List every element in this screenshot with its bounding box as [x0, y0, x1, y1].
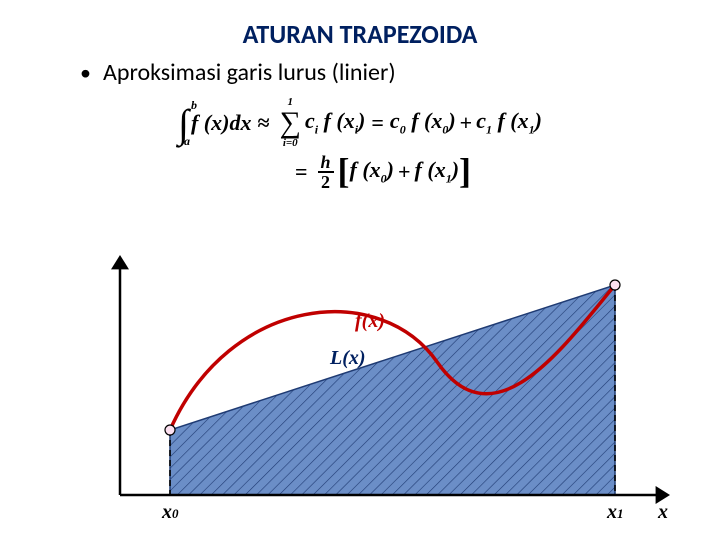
- integrand: f (x)dx: [191, 110, 251, 136]
- lx-label: L(x): [330, 347, 366, 370]
- bullet-item: • Aproksimasi garis lurus (linier): [0, 58, 720, 87]
- term-fx1: f (x1): [415, 157, 459, 186]
- term-c0: c0 f (x0): [390, 108, 456, 137]
- formula-line-2: = h 2 [ f (x0) + f (x1) ]: [289, 153, 471, 191]
- plus-sym: +: [460, 110, 473, 136]
- page-title: ATURAN TRAPEZOIDA: [0, 0, 720, 58]
- eq-sym-1: =: [371, 110, 384, 136]
- sum-lower: i=0: [283, 138, 298, 149]
- sum-symbol: 1 ∑ i=0: [280, 97, 301, 149]
- plus-sym-2: +: [398, 159, 411, 185]
- x1-label: x1: [607, 501, 624, 524]
- sum-term: ci f (xi): [305, 108, 365, 137]
- approx-sym: ≈: [257, 110, 269, 136]
- lbracket: [: [338, 161, 350, 183]
- formula-line-1: ∫ b a f (x)dx ≈ 1 ∑ i=0 ci f (xi) = c0 f…: [178, 97, 542, 149]
- formula-block: ∫ b a f (x)dx ≈ 1 ∑ i=0 ci f (xi) = c0 f…: [0, 87, 720, 199]
- bullet-dot: •: [80, 62, 91, 84]
- int-lower: a: [184, 134, 190, 149]
- int-upper: b: [191, 98, 197, 113]
- fraction-h-2: h 2: [318, 153, 334, 191]
- term-fx0: f (x0): [350, 157, 394, 186]
- x-label: x: [658, 501, 668, 524]
- rbracket: ]: [459, 161, 471, 183]
- fx-label: f(x): [355, 310, 385, 333]
- eq-sym-2: =: [295, 159, 308, 185]
- bullet-text: Aproksimasi garis lurus (linier): [103, 58, 396, 87]
- chart-svg: [100, 255, 670, 525]
- chart-area: f(x) L(x) x0 x1 x: [100, 255, 670, 525]
- term-c1: c1 f (x1): [476, 108, 542, 137]
- x0-label: x0: [162, 501, 179, 524]
- integral-symbol: ∫ b a: [178, 100, 189, 147]
